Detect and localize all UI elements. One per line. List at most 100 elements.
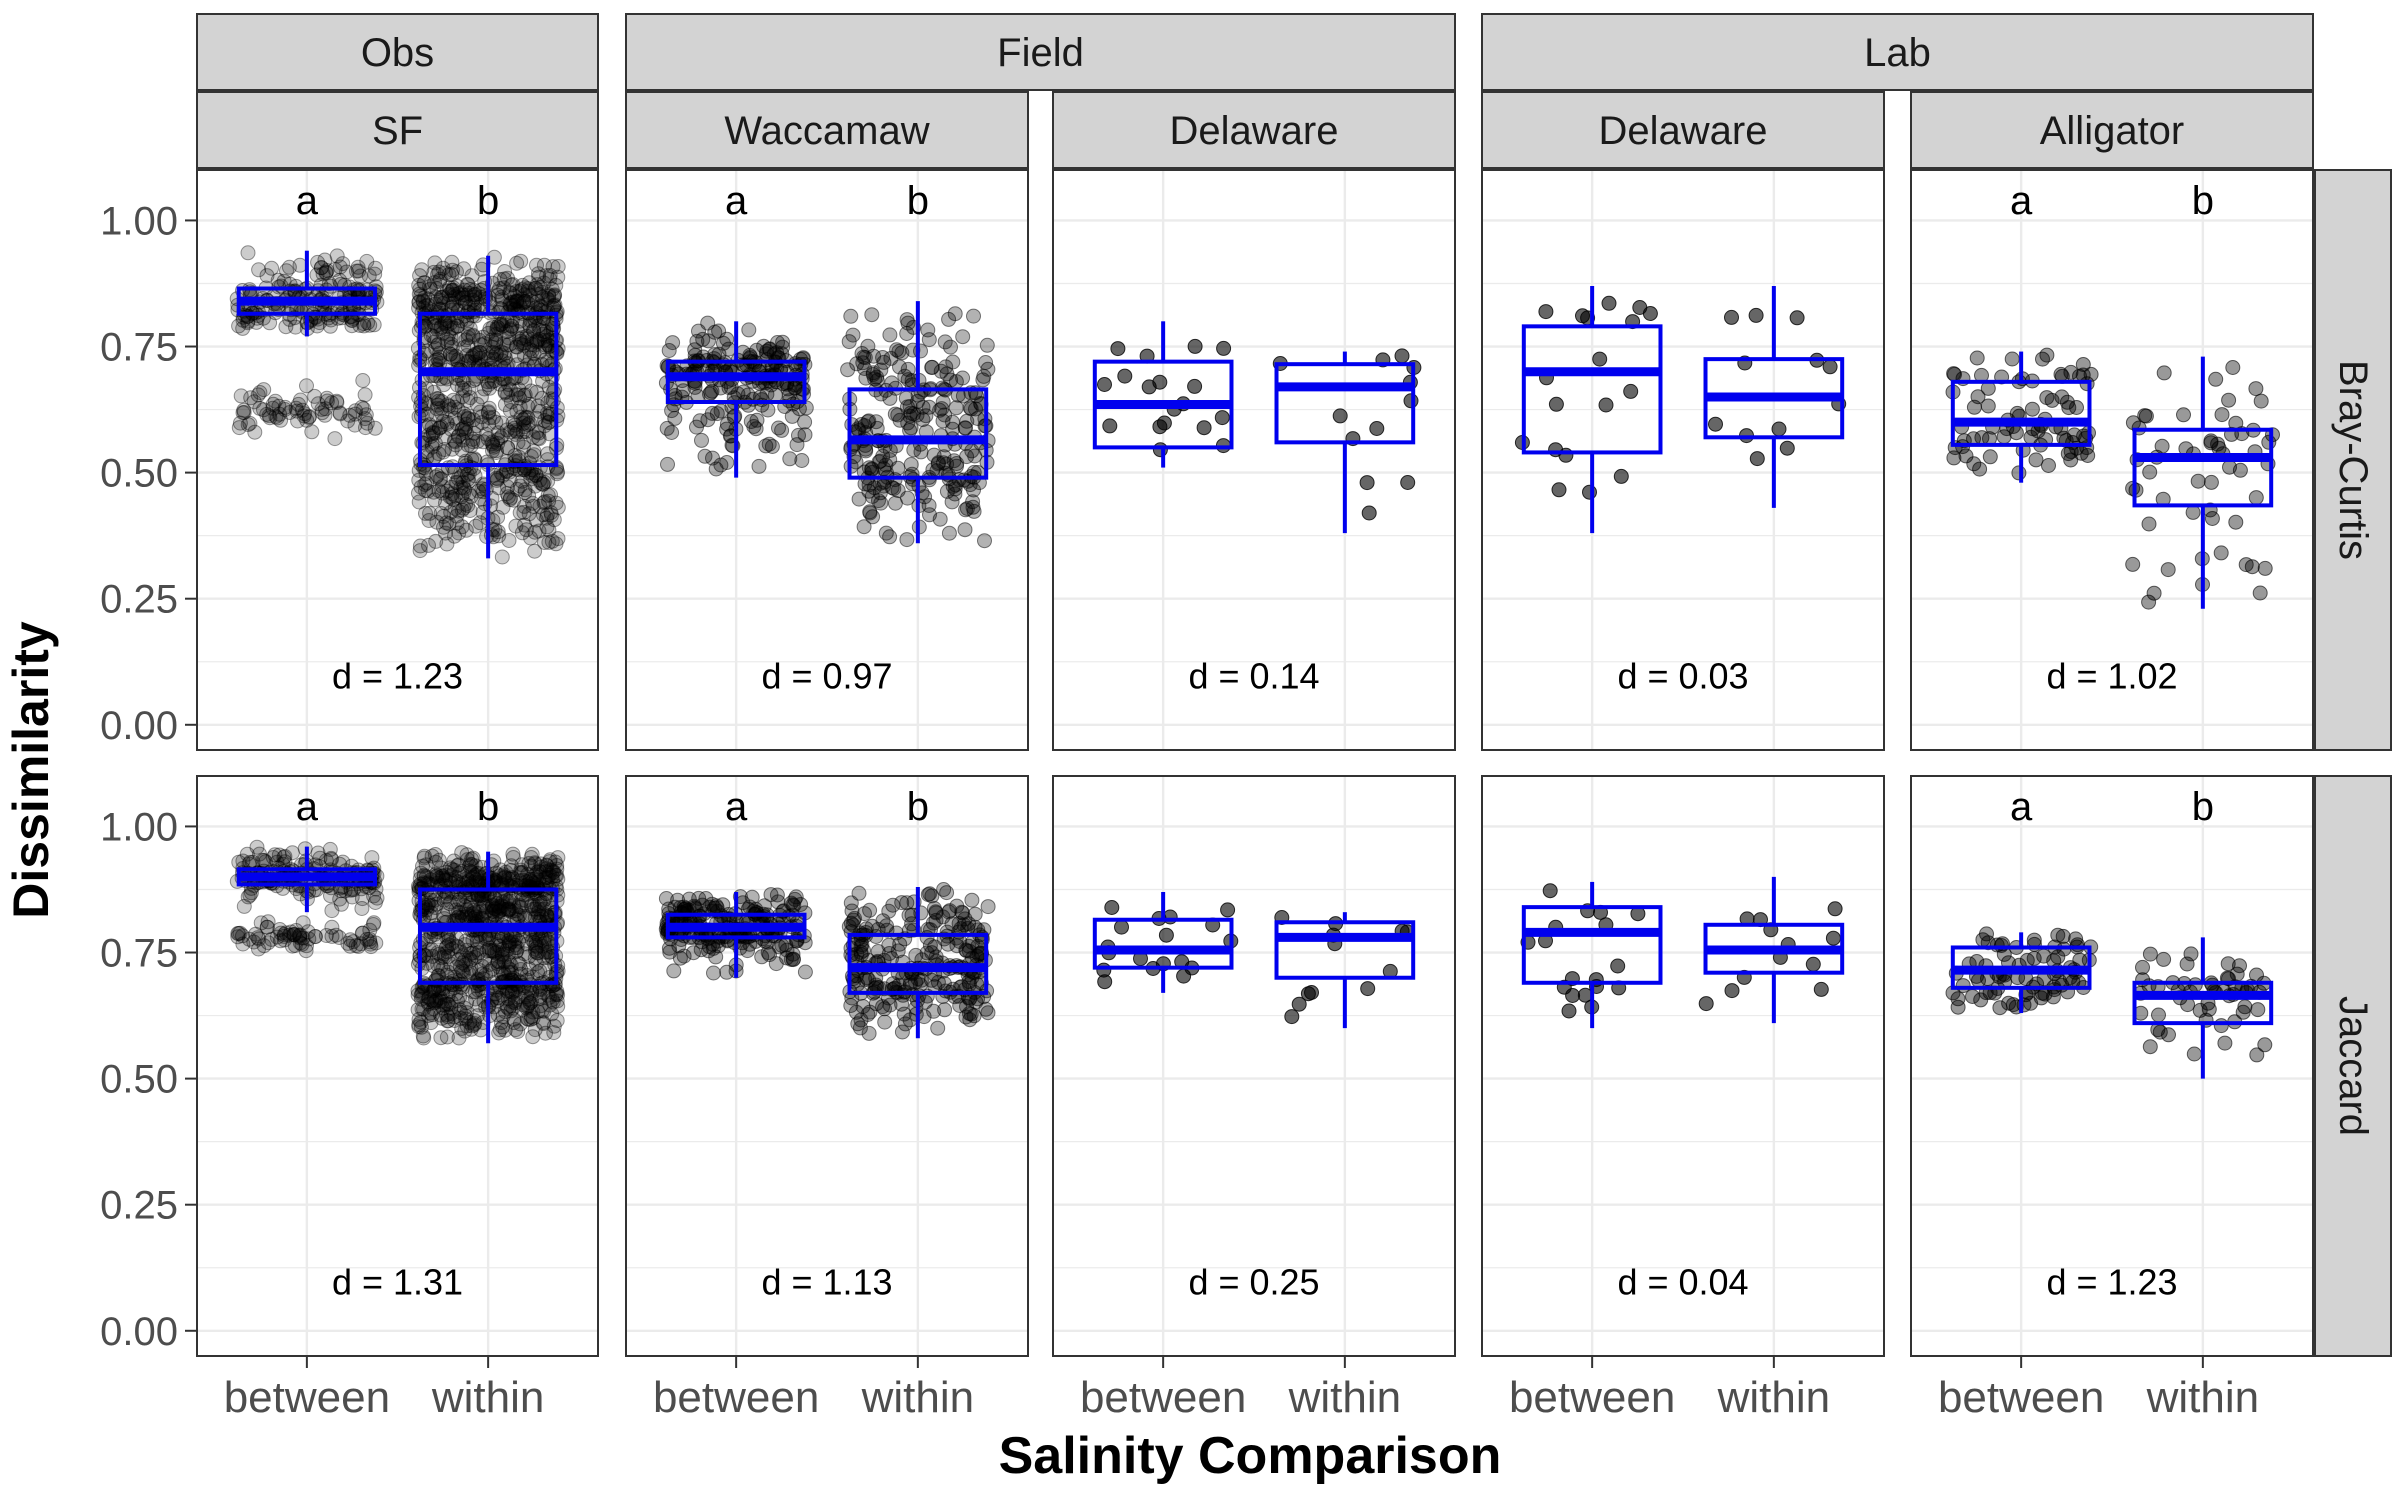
data-point bbox=[301, 409, 317, 425]
data-point bbox=[881, 946, 897, 961]
data-point bbox=[523, 383, 539, 399]
data-point bbox=[445, 351, 461, 366]
data-point bbox=[467, 346, 483, 362]
data-point bbox=[452, 285, 468, 301]
data-point bbox=[349, 263, 364, 279]
data-point bbox=[430, 267, 446, 282]
data-point bbox=[465, 329, 481, 345]
data-point bbox=[447, 528, 462, 544]
data-point bbox=[513, 253, 529, 269]
data-point bbox=[432, 420, 447, 436]
data-point bbox=[2054, 977, 2070, 993]
data-point bbox=[673, 932, 689, 947]
data-point bbox=[450, 352, 466, 368]
data-point bbox=[412, 281, 428, 297]
data-point bbox=[511, 381, 527, 397]
data-point bbox=[1110, 341, 1126, 357]
data-point bbox=[527, 543, 543, 559]
data-point bbox=[536, 333, 552, 348]
data-point bbox=[295, 915, 311, 931]
data-point bbox=[456, 485, 472, 501]
data-point bbox=[1789, 310, 1805, 326]
data-point bbox=[501, 533, 517, 548]
data-point bbox=[503, 490, 518, 506]
strip-background bbox=[625, 91, 1029, 169]
effect-size-label: d = 1.02 bbox=[2046, 655, 2177, 696]
data-point bbox=[512, 390, 527, 406]
data-point bbox=[271, 398, 287, 414]
data-point bbox=[2250, 1002, 2266, 1018]
data-point bbox=[1698, 996, 1714, 1012]
data-point bbox=[507, 288, 523, 304]
data-point bbox=[449, 508, 465, 524]
data-point bbox=[466, 425, 482, 441]
data-point bbox=[497, 350, 513, 366]
data-point bbox=[850, 1016, 866, 1032]
data-point bbox=[524, 336, 540, 352]
panel-bray-curtis-2: a b d = 0.97 bbox=[625, 169, 1029, 751]
data-point bbox=[692, 413, 708, 429]
data-point bbox=[232, 415, 248, 431]
data-point bbox=[531, 932, 547, 948]
data-point bbox=[492, 281, 507, 296]
data-point bbox=[529, 332, 545, 348]
strip-site-alligator: Alligator bbox=[1910, 91, 2314, 169]
data-point bbox=[526, 447, 542, 463]
data-point bbox=[1187, 338, 1203, 354]
data-point bbox=[484, 332, 500, 348]
data-point bbox=[2028, 452, 2044, 468]
data-point bbox=[439, 483, 455, 499]
data-point bbox=[745, 391, 761, 407]
data-point bbox=[301, 409, 317, 425]
data-point bbox=[928, 905, 944, 921]
data-point bbox=[961, 974, 977, 990]
data-point bbox=[510, 434, 526, 450]
data-point bbox=[279, 263, 294, 279]
x-tick-label: within bbox=[1288, 1373, 1402, 1422]
data-point bbox=[661, 940, 677, 956]
data-point bbox=[908, 974, 923, 990]
y-axis-title: Dissimilarity bbox=[3, 621, 59, 919]
data-point bbox=[317, 407, 333, 423]
data-point bbox=[411, 294, 427, 310]
data-point bbox=[480, 377, 496, 393]
data-point bbox=[411, 494, 427, 510]
data-point bbox=[658, 891, 674, 906]
data-point bbox=[516, 415, 531, 431]
data-point bbox=[544, 533, 560, 549]
data-point bbox=[426, 484, 442, 500]
data-point bbox=[946, 453, 962, 469]
data-point bbox=[509, 348, 525, 363]
data-point bbox=[493, 1015, 509, 1031]
data-point bbox=[516, 498, 532, 514]
data-point bbox=[430, 391, 446, 407]
data-point bbox=[429, 281, 445, 297]
data-point bbox=[249, 839, 265, 855]
data-point bbox=[485, 443, 500, 459]
data-point bbox=[2225, 360, 2241, 375]
data-point bbox=[471, 483, 486, 499]
box-within bbox=[1703, 876, 1845, 1024]
data-point bbox=[689, 333, 705, 349]
data-point bbox=[540, 869, 556, 885]
data-point bbox=[2249, 1047, 2265, 1063]
data-point bbox=[547, 287, 563, 303]
data-point bbox=[447, 501, 463, 516]
data-point bbox=[485, 961, 501, 977]
data-point bbox=[359, 415, 375, 431]
data-point bbox=[687, 900, 703, 916]
data-point bbox=[445, 282, 461, 298]
data-point bbox=[318, 264, 334, 280]
data-point bbox=[858, 443, 874, 459]
data-point bbox=[503, 295, 519, 311]
data-point bbox=[464, 268, 480, 284]
significance-letter: b bbox=[2192, 785, 2214, 829]
data-point bbox=[365, 917, 381, 932]
data-point bbox=[546, 512, 562, 528]
data-point bbox=[979, 337, 995, 353]
data-point bbox=[450, 471, 466, 487]
data-point bbox=[473, 337, 489, 353]
data-point bbox=[2142, 464, 2158, 480]
data-point bbox=[332, 405, 348, 421]
data-point bbox=[2142, 946, 2158, 962]
